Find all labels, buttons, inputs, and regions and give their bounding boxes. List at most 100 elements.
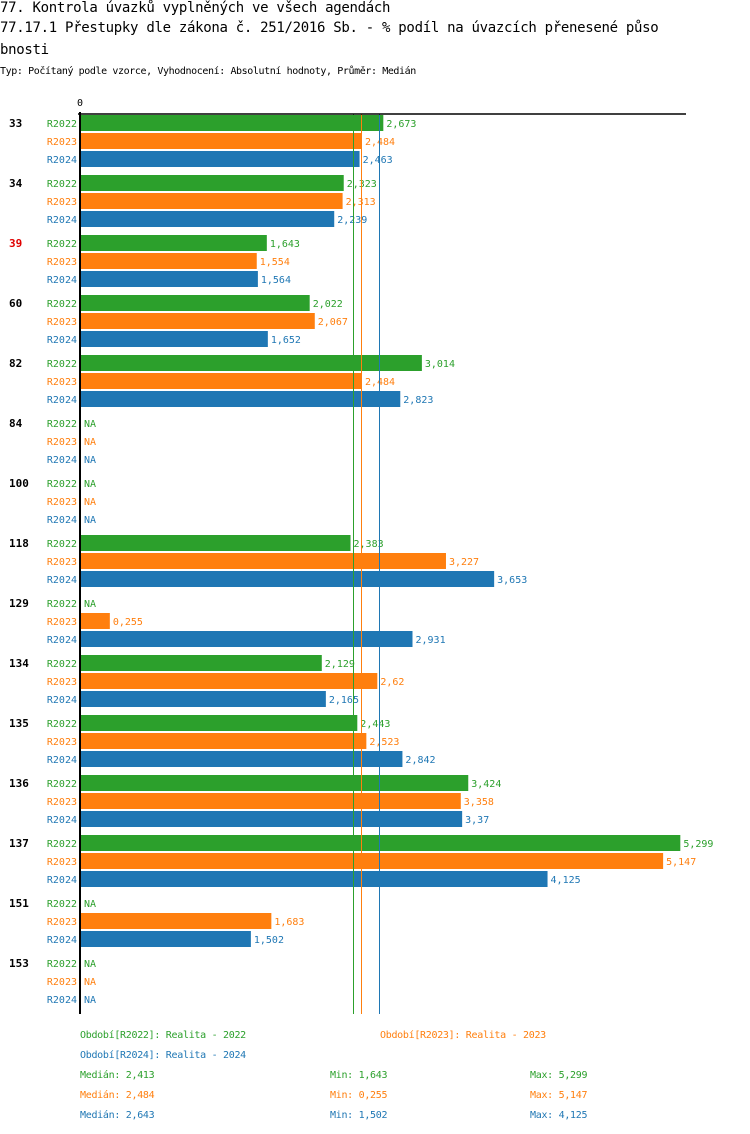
bar: [81, 673, 378, 689]
value-label-na: NA: [84, 977, 96, 988]
value-label: 4,125: [551, 875, 581, 886]
bar: [81, 871, 548, 887]
category-label: 39: [9, 237, 22, 250]
series-label: R2023: [47, 197, 77, 208]
value-label: 2,931: [415, 635, 445, 646]
bar: [81, 793, 461, 809]
series-label: R2023: [47, 137, 77, 148]
chart-title-continuation: bnosti: [0, 42, 49, 58]
category-label: 153: [9, 957, 29, 970]
series-label: R2022: [47, 659, 77, 670]
value-label: 2,443: [360, 719, 390, 730]
category-label: 135: [9, 717, 29, 730]
bar: [81, 613, 110, 629]
series-label: R2023: [47, 977, 77, 988]
bar: [81, 691, 326, 707]
stat-min-r2023: Min: 0,255: [330, 1090, 388, 1101]
value-label-na: NA: [84, 899, 96, 910]
bar: [81, 391, 401, 407]
value-label: 3,358: [464, 797, 494, 808]
bar: [81, 853, 664, 869]
value-label: 2,62: [380, 677, 404, 688]
value-label: 2,823: [403, 395, 433, 406]
stat-median-r2022: Medián: 2,413: [80, 1070, 155, 1081]
category-label: 129: [9, 597, 29, 610]
series-label: R2023: [47, 617, 77, 628]
series-label: R2024: [47, 935, 77, 946]
value-label: 2,313: [346, 197, 376, 208]
series-label: R2023: [47, 677, 77, 688]
series-label: R2024: [47, 215, 77, 226]
value-label: 5,299: [683, 839, 713, 850]
bar: [81, 313, 315, 329]
value-label-na: NA: [84, 437, 96, 448]
value-label-na: NA: [84, 419, 96, 430]
value-label: 1,683: [274, 917, 304, 928]
x-tick-label: 0: [77, 98, 83, 109]
value-label: 2,463: [363, 155, 393, 166]
category-label: 33: [9, 117, 22, 130]
category-label: 34: [9, 177, 23, 190]
bar: [81, 115, 384, 131]
bar: [81, 553, 446, 569]
series-label: R2022: [47, 839, 77, 850]
stat-median-r2024: Medián: 2,643: [80, 1110, 155, 1121]
value-label: 2,239: [337, 215, 367, 226]
stat-min-r2024: Min: 1,502: [330, 1110, 388, 1121]
chart-title-main: 77. Kontrola úvazků vyplněných ve všech …: [0, 0, 391, 16]
series-label: R2022: [47, 599, 77, 610]
category-label: 84: [9, 417, 23, 430]
series-label: R2022: [47, 179, 77, 190]
stat-median-r2023: Medián: 2,484: [80, 1090, 155, 1101]
series-label: R2022: [47, 719, 77, 730]
legend-entry-r2023: Období[R2023]: Realita - 2023: [380, 1030, 546, 1041]
value-label: 0,255: [113, 617, 143, 628]
value-label: 1,652: [271, 335, 301, 346]
value-label: 1,554: [260, 257, 290, 268]
value-label-na: NA: [84, 497, 96, 508]
value-label-na: NA: [84, 515, 96, 526]
bar: [81, 811, 463, 827]
value-label: 2,165: [329, 695, 359, 706]
series-label: R2023: [47, 857, 77, 868]
bar: [81, 715, 358, 731]
bar: [81, 835, 681, 851]
value-label: 3,424: [471, 779, 501, 790]
series-label: R2024: [47, 395, 77, 406]
value-label: 2,842: [405, 755, 435, 766]
series-label: R2023: [47, 257, 77, 268]
bar: [81, 235, 267, 251]
bar: [81, 151, 360, 167]
chart-title-line: 77.17.1 Přestupky dle zákona č. 251/2016…: [0, 20, 659, 36]
bar: [81, 355, 422, 371]
series-label: R2022: [47, 539, 77, 550]
bar: [81, 931, 251, 947]
stat-min-r2022: Min: 1,643: [330, 1070, 388, 1081]
value-label: 2,067: [318, 317, 348, 328]
series-label: R2024: [47, 755, 77, 766]
series-label: R2023: [47, 797, 77, 808]
bar: [81, 193, 343, 209]
chart-subtitle: Typ: Počítaný podle vzorce, Vyhodnocení:…: [0, 66, 416, 77]
value-label: 2,383: [354, 539, 384, 550]
bar: [81, 373, 362, 389]
category-label: 136: [9, 777, 29, 790]
value-label: 5,147: [666, 857, 696, 868]
series-label: R2023: [47, 497, 77, 508]
bar: [81, 913, 272, 929]
series-label: R2023: [47, 917, 77, 928]
series-label: R2022: [47, 299, 77, 310]
category-label: 118: [9, 537, 29, 550]
value-label-na: NA: [84, 479, 96, 490]
series-label: R2023: [47, 557, 77, 568]
series-label: R2022: [47, 419, 77, 430]
series-label: R2024: [47, 515, 77, 526]
value-label-na: NA: [84, 599, 96, 610]
series-label: R2022: [47, 479, 77, 490]
bar: [81, 175, 344, 191]
category-label: 151: [9, 897, 29, 910]
bar: [81, 133, 362, 149]
bar: [81, 571, 495, 587]
value-label: 1,502: [254, 935, 284, 946]
